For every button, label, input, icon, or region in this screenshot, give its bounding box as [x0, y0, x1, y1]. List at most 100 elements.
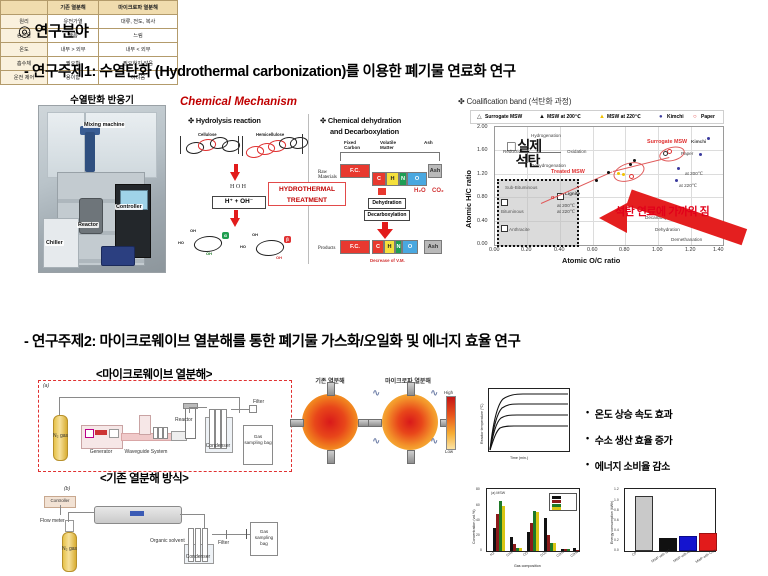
legend-msw-220: MSW at 220℃ — [607, 114, 641, 120]
xtick-3: 0.60 — [587, 247, 598, 253]
microwave-squiggle-4: ∿ — [430, 436, 439, 447]
flow-meter-label: Flow meter — [40, 518, 65, 524]
findings-bullet-list: • 온도 상승 속도 효과 • 수소 생산 효율 증가 • 에너지 소비율 감소 — [586, 406, 756, 484]
xtick-4: 0.80 — [619, 247, 630, 253]
ytick-1: 0.40 — [477, 218, 488, 224]
product-fixed-carbon-bar: F.C. — [340, 240, 370, 254]
chart-plot-area: Hydrogenation Reduction Oxidation Dehydr… — [477, 124, 748, 253]
mixing-machine-shaft — [85, 132, 95, 172]
microwave-pyrolysis-schematic: (a) N₂ gas Generator Waveguide System Re… — [38, 380, 292, 472]
trend-arrow — [599, 173, 749, 246]
bullet-item: • 온도 상승 속도 효과 — [586, 406, 756, 421]
raw-ash-bar: Ash — [428, 164, 442, 178]
topic-1-heading: - 연구주제1: 수열탄화 (Hydrothermal carbonizatio… — [24, 64, 516, 80]
temp-curves — [489, 393, 568, 451]
page-title: ◎ 연구분야 — [18, 23, 89, 40]
microwave-squiggle-3: ∿ — [372, 436, 381, 447]
water-molecule: H O H — [230, 184, 246, 190]
controller-unit — [115, 184, 151, 258]
fixed-carbon-label: Fixed Carbon — [344, 140, 361, 150]
legend-paper: Paper — [701, 114, 715, 120]
table-row: 운전 제어 용이함 어려움 — [0, 70, 178, 85]
mechanism-title: Chemical Mechanism — [180, 96, 297, 108]
cell-label: 승온율 — [0, 28, 48, 43]
dehydration-subtitle: ✤ Chemical dehydration — [320, 116, 402, 125]
energy-plot-area — [624, 488, 717, 552]
hydrolysis-subtitle: ✤ Hydrolysis reaction — [188, 116, 261, 125]
h2o-label: H₂O — [414, 188, 426, 194]
energy-ytick-5: 1.0 — [614, 498, 619, 502]
ytick-4: 1.60 — [477, 147, 488, 153]
dehydration-box: Dehydration — [368, 198, 406, 209]
bullet-item: • 수소 생산 효율 증가 — [586, 432, 756, 447]
temperature-profile-chart: Time (min.) Reactor temperature (℃) — [466, 378, 576, 474]
hydrothermal-treatment-box: HYDROTHERMAL TREATMENT — [268, 182, 346, 206]
cell-label: 온도 — [0, 42, 48, 57]
gas-chart-legend — [549, 493, 577, 511]
raw-h-bar: H — [386, 172, 399, 186]
reactor-column — [185, 407, 196, 439]
generator-label: Generator — [89, 449, 113, 455]
xtick-1: 0.20 — [521, 247, 532, 253]
xtick-7: 1.40 — [713, 247, 724, 253]
cellulose-label: Cellulose — [198, 132, 217, 137]
energy-ytick-4: 0.8 — [614, 508, 619, 512]
gas-ytick-3: 60 — [476, 503, 480, 507]
th-conventional: 기존 열분해 — [46, 0, 100, 15]
ion-box: H⁺ + OH⁻ — [212, 196, 266, 209]
reactor-label-a: Reactor — [175, 417, 193, 423]
th-blank — [0, 0, 48, 15]
arrow-up-conv — [327, 382, 335, 396]
real-coal-overlay-box — [497, 179, 579, 247]
cell-conv: 용이함 — [46, 70, 100, 85]
microwave-heating-sphere — [382, 394, 438, 450]
energy-xtick-0: CP — [631, 551, 638, 557]
chart-legend: △ Surrogate MSW ▲ MSW at 200℃ ▲ MSW at 2… — [470, 110, 724, 124]
raw-c-bar: C — [372, 172, 386, 186]
gas-sampling-bag-b: Gas sampling bag — [250, 522, 278, 556]
label-chiller: Chiller — [45, 240, 64, 247]
raw-fixed-carbon-bar: F.C. — [340, 164, 370, 178]
bullet-dot: • — [586, 459, 589, 469]
bullet-item: • 에너지 소비율 감소 — [586, 458, 756, 473]
topic-2-heading: - 연구주제2: 마이크로웨이브 열분해를 통한 폐기물 가스화/오일화 및 에… — [24, 334, 521, 350]
organic-solvent-label: Organic solvent — [150, 538, 185, 544]
table-row: 원리 유전가열 대류, 전도, 복사 — [0, 14, 178, 29]
scale-low-label: Low — [445, 449, 454, 454]
temp-plot-area — [488, 388, 570, 452]
bullet-dot: • — [586, 407, 589, 417]
photo-caption: 수열탄화 반응기 — [70, 95, 134, 106]
arrow-up-mw — [407, 382, 415, 396]
temp-x-title: Time (min.) — [510, 456, 529, 460]
arrow-left-conv — [290, 419, 304, 427]
volatile-matter-label: Volatile Matter — [380, 140, 396, 150]
mixing-machine-head — [80, 126, 100, 135]
gas-ytick-4: 80 — [476, 487, 480, 491]
n2-cylinder-a — [53, 415, 68, 461]
ytick-0: 0.00 — [477, 241, 488, 247]
table-header-row: 기존 열분해 마이크로파 열분해 — [0, 0, 178, 15]
label-mixing-machine: Mixing machine — [83, 122, 126, 129]
gas-chart-title: (a) MSW — [491, 491, 506, 495]
ash-label: Ash — [424, 140, 433, 145]
waveguide-label: Waveguide System — [124, 449, 168, 455]
bullet-text: 온도 상승 속도 효과 — [594, 410, 673, 421]
real-coal-label: □ 실제 석탄 — [507, 138, 542, 169]
energy-ytick-6: 1.2 — [614, 487, 619, 491]
condenser-label-a: Condenser — [205, 443, 231, 449]
mw-pyrolysis-title: <마이크로웨이브 열분해> — [96, 369, 212, 381]
filter-label-b: Filter — [218, 540, 230, 546]
arrow-down-conv — [327, 450, 335, 464]
ytick-2: 0.80 — [477, 194, 488, 200]
energy-ytick-0: 0.0 — [614, 548, 619, 552]
ytick-3: 1.20 — [477, 171, 488, 177]
energy-ytick-1: 0.2 — [614, 538, 619, 542]
raw-o-bar: O — [407, 172, 427, 186]
raw-n-bar: N — [399, 172, 407, 186]
gas-ytick-0: 0 — [480, 548, 482, 552]
energy-ytick-2: 0.4 — [614, 528, 619, 532]
raw-materials-label: Raw Materials — [318, 170, 337, 180]
xtick-5: 1.00 — [652, 247, 663, 253]
cell-mw: 대류, 전도, 복사 — [98, 14, 178, 29]
